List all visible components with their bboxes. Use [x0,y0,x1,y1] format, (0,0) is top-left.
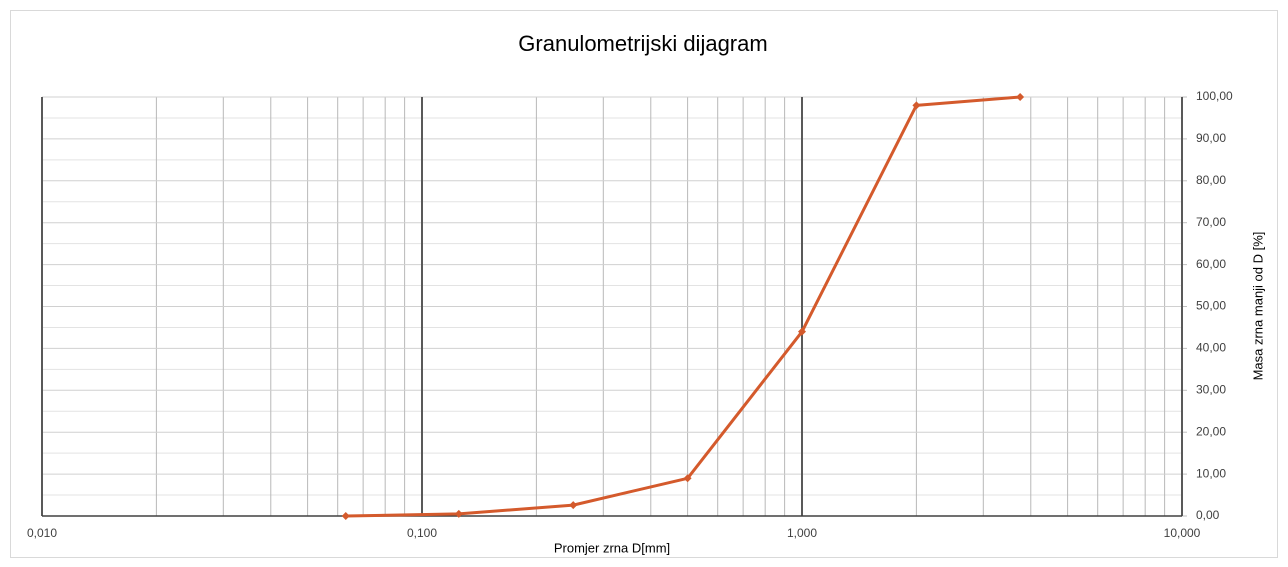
x-tick-label: 0,010 [27,526,57,540]
data-marker [798,327,806,336]
y-tick-label: 90,00 [1196,131,1226,145]
y-axis-title: Masa zrna manji od D [%] [1250,232,1265,381]
y-tick-label: 80,00 [1196,173,1226,187]
chart-frame [10,10,1278,558]
y-tick-label: 30,00 [1196,382,1226,396]
chart-title: Granulometrijski dijagram [518,31,767,56]
data-marker [341,512,350,520]
data-marker [683,474,692,483]
y-tick-label: 20,00 [1196,424,1226,438]
x-axis-title: Promjer zrna D[mm] [554,540,670,555]
y-tick-label: 70,00 [1196,215,1226,229]
x-tick-label: 10,000 [1164,526,1201,540]
y-tick-label: 100,00 [1196,89,1233,103]
data-marker [912,101,921,110]
y-tick-label: 40,00 [1196,341,1226,355]
data-marker [454,509,463,518]
y-tick-label: 60,00 [1196,257,1226,271]
data-marker [1016,93,1025,101]
x-tick-label: 1,000 [787,526,817,540]
y-tick-label: 10,00 [1196,466,1226,480]
x-tick-label: 0,100 [407,526,437,540]
y-tick-label: 50,00 [1196,299,1226,313]
data-marker [569,501,578,510]
y-tick-label: 0,00 [1196,508,1220,522]
